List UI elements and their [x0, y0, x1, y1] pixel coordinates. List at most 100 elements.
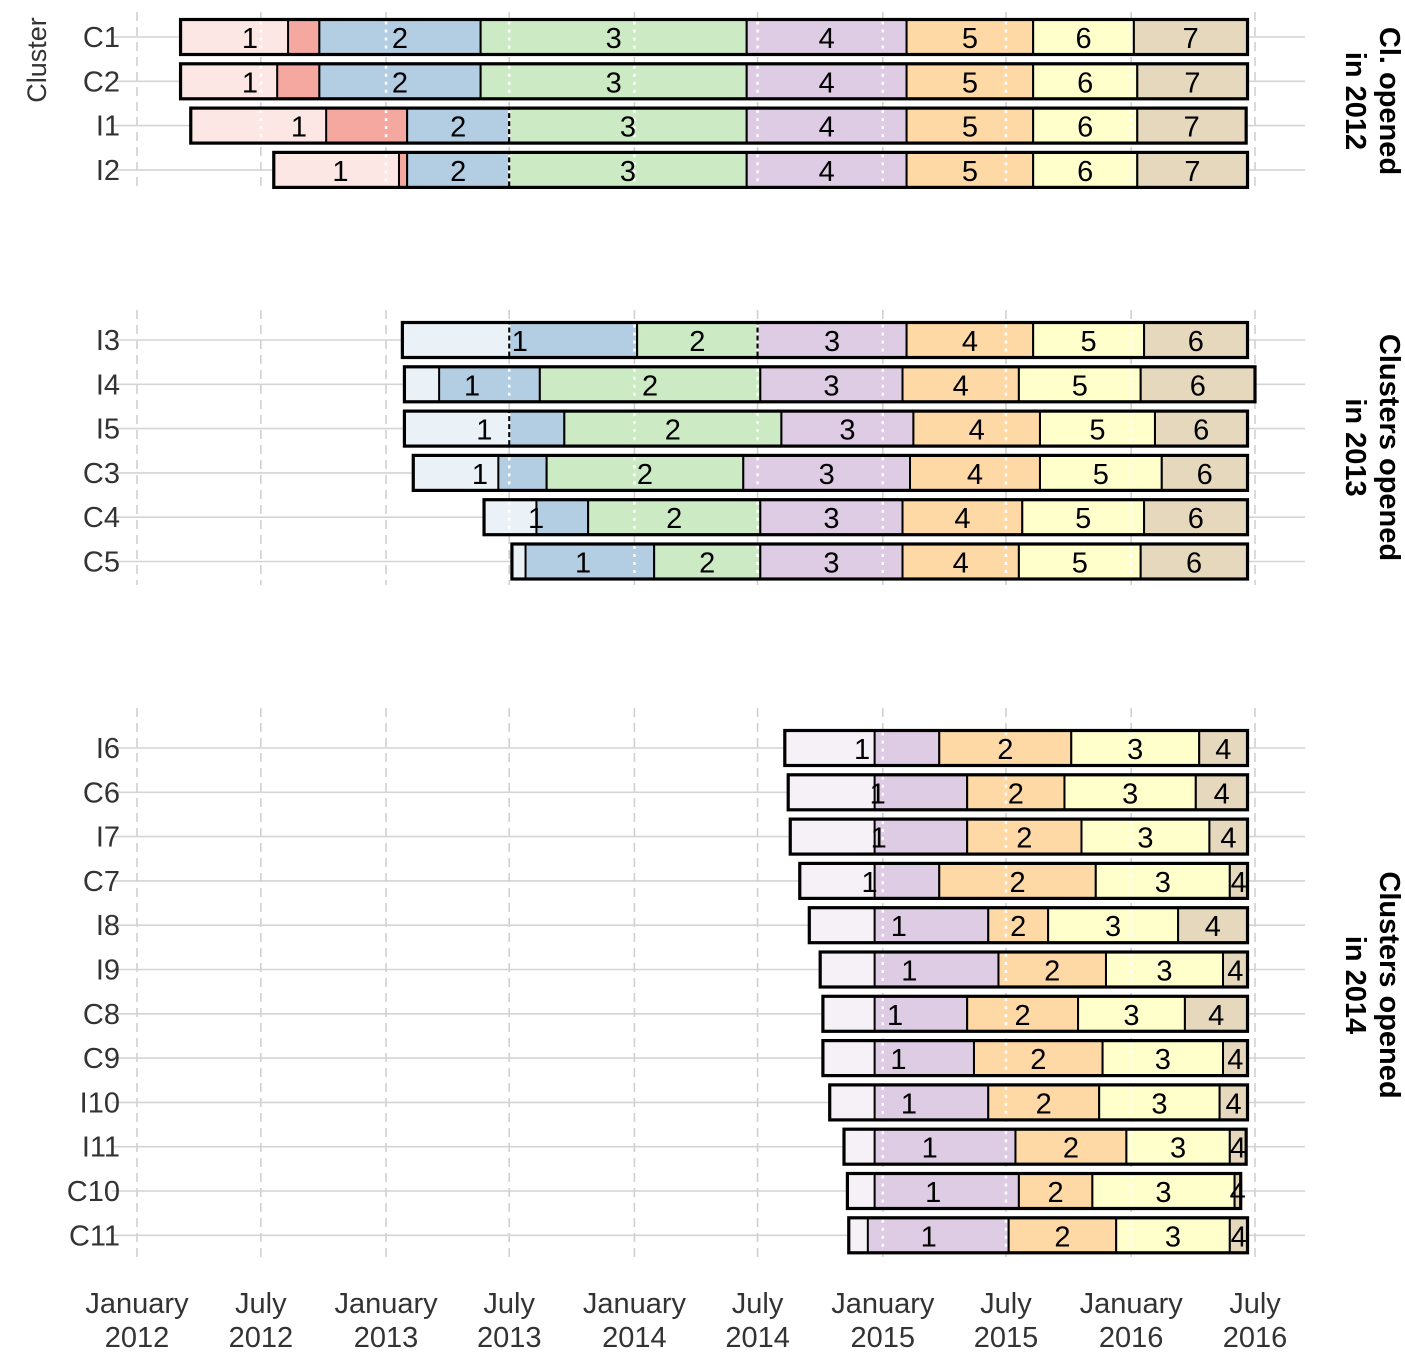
- cluster-bar-outline: [818, 950, 1250, 989]
- step-segment: [742, 454, 912, 492]
- step-label: 3: [1165, 1221, 1181, 1253]
- step-label: 4: [1231, 867, 1247, 899]
- pre-step-segment: [511, 543, 526, 580]
- cluster-bar-outline: [178, 62, 1250, 101]
- x-tick-label: January 2013: [334, 1288, 438, 1353]
- step-label: 4: [1230, 1177, 1246, 1209]
- step-label: 2: [1030, 1044, 1046, 1076]
- pre-step-segment: [789, 818, 876, 855]
- step-label: 2: [1048, 1177, 1064, 1209]
- step-segment: [1136, 62, 1249, 100]
- step-label: 2: [1054, 1221, 1070, 1253]
- step-label: 3: [824, 326, 840, 358]
- step-segment: [905, 62, 1035, 100]
- step-label: 1: [921, 1221, 937, 1253]
- step-segment: [873, 862, 941, 900]
- cluster-bar-outline: [828, 1083, 1250, 1122]
- step-segment: [909, 454, 1041, 492]
- step-label: 4: [954, 503, 970, 535]
- step-label: 6: [1186, 548, 1202, 580]
- step-label: 1: [922, 1133, 938, 1165]
- step-label: 3: [823, 503, 839, 535]
- y-tick-label: I2: [96, 155, 120, 187]
- step-segment: [508, 410, 566, 448]
- step-label: 1: [512, 326, 528, 358]
- step-label: 5: [1075, 503, 1091, 535]
- pre-step-segment: [483, 499, 537, 536]
- x-tick-label-line: January: [1080, 1288, 1184, 1320]
- step-segment: [325, 107, 409, 145]
- step-segment: [873, 1128, 1017, 1166]
- y-tick-label: I4: [96, 369, 120, 401]
- facet-label-line: Clusters opened: [1373, 871, 1405, 1098]
- step-label: 5: [962, 156, 978, 188]
- cluster-bar-outline: [845, 1171, 1243, 1211]
- step-label: 4: [1205, 911, 1221, 943]
- step-segment: [901, 543, 1020, 580]
- step-segment: [1038, 454, 1163, 492]
- step-label: 4: [1220, 823, 1236, 855]
- pre-step-segment: [273, 151, 400, 188]
- cluster-bar-outline: [786, 773, 1250, 812]
- step-label: 1: [854, 734, 870, 766]
- step-label: 3: [1151, 1088, 1167, 1120]
- step-segment: [276, 62, 321, 100]
- step-label: 5: [1072, 548, 1088, 580]
- step-label: 3: [823, 548, 839, 580]
- step-label: 4: [819, 23, 835, 55]
- x-tick-label: July 2015: [974, 1288, 1039, 1353]
- step-segment: [745, 18, 908, 56]
- step-segment: [873, 951, 1000, 988]
- step-label: 4: [819, 112, 835, 144]
- step-label: 1: [332, 156, 348, 188]
- pre-step-segment: [404, 410, 510, 447]
- y-tick-label: I6: [96, 733, 120, 765]
- step-label: 3: [1122, 778, 1138, 810]
- step-label: 7: [1184, 112, 1200, 144]
- y-tick-label: C8: [83, 999, 120, 1031]
- step-label: 7: [1184, 67, 1200, 99]
- step-segment: [1007, 1216, 1118, 1254]
- step-segment: [438, 365, 541, 403]
- step-segment: [1017, 365, 1142, 403]
- y-tick-label: C10: [67, 1176, 120, 1208]
- y-axis-title: Cluster: [22, 17, 52, 103]
- cluster-bar-outline: [272, 150, 1250, 189]
- step-label: 1: [242, 23, 258, 55]
- step-segment: [1183, 995, 1249, 1033]
- step-label: 1: [242, 67, 258, 99]
- x-tick-label: July 2016: [1223, 1288, 1288, 1353]
- cluster-bar-outline: [807, 906, 1250, 945]
- cluster-bar-outline: [400, 320, 1250, 360]
- step-label: 5: [962, 67, 978, 99]
- step-label: 4: [819, 156, 835, 188]
- step-segment: [966, 995, 1080, 1033]
- step-label: 3: [620, 112, 636, 144]
- y-tick-label: C11: [69, 1220, 120, 1252]
- step-label: 1: [861, 867, 877, 899]
- cluster-bar-outline: [798, 861, 1250, 901]
- step-segment: [873, 906, 990, 944]
- step-label: 6: [1190, 370, 1206, 402]
- step-segment: [987, 906, 1050, 944]
- step-segment: [287, 18, 321, 56]
- step-label: 5: [1072, 370, 1088, 402]
- step-label: 4: [953, 370, 969, 402]
- step-label: 4: [1227, 1044, 1243, 1076]
- step-label: 2: [642, 370, 658, 402]
- y-tick-label: C3: [83, 458, 120, 490]
- step-label: 3: [819, 459, 835, 491]
- x-tick-label-line: 2012: [229, 1322, 294, 1353]
- step-label: 2: [997, 734, 1013, 766]
- y-tick-label: I1: [96, 111, 120, 143]
- step-label: 1: [901, 1088, 917, 1120]
- step-segment: [1047, 906, 1180, 944]
- x-tick-label-line: 2015: [974, 1322, 1039, 1353]
- step-segment: [1153, 410, 1249, 448]
- cluster-bar-outline: [189, 106, 1248, 145]
- step-label: 3: [1127, 734, 1143, 766]
- step-label: 3: [620, 156, 636, 188]
- step-label: 2: [392, 23, 408, 55]
- facet-label-line: Clusters opened: [1373, 334, 1405, 561]
- step-label: 4: [819, 67, 835, 99]
